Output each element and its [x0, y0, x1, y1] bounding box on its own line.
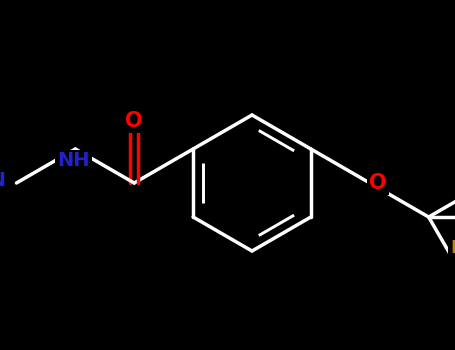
Text: H₂N: H₂N — [0, 172, 6, 190]
Text: O: O — [126, 111, 143, 131]
Text: O: O — [369, 173, 387, 193]
Text: NH: NH — [57, 152, 90, 170]
Text: F: F — [450, 239, 455, 257]
